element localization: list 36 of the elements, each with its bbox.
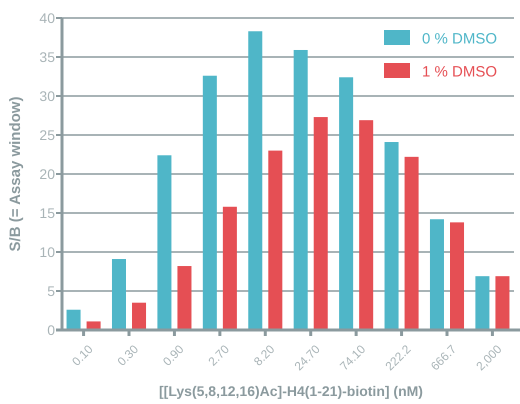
- bar: [404, 156, 419, 330]
- bar: [450, 222, 464, 330]
- bar: [495, 276, 510, 330]
- y-tick-label: 40: [39, 10, 56, 26]
- y-tick-label: 15: [39, 204, 56, 221]
- y-tick-label: 10: [39, 244, 56, 260]
- bar: [384, 142, 399, 330]
- bar: [202, 76, 217, 330]
- y-tick-label: 35: [39, 48, 56, 65]
- bar: [132, 302, 146, 330]
- y-tick-label: 5: [47, 282, 56, 299]
- bar: [430, 219, 444, 330]
- bar: [66, 310, 81, 330]
- x-tick-label: 0.30: [114, 342, 142, 369]
- y-tick-label: 25: [39, 126, 56, 143]
- x-tick-label: 8.20: [250, 342, 278, 369]
- x-tick-label: 0.10: [69, 342, 96, 369]
- bar: [268, 150, 282, 330]
- y-tick-label: 0: [47, 322, 56, 338]
- y-tick-label: 30: [39, 88, 56, 104]
- bar: [157, 155, 172, 330]
- bar: [339, 77, 354, 330]
- bar: [359, 120, 374, 330]
- legend-label: 0 % DMSO: [422, 30, 498, 48]
- bar: [248, 31, 262, 330]
- bar: [294, 50, 308, 330]
- bar: [314, 117, 328, 330]
- y-tick-label: 20: [39, 166, 56, 182]
- bar: [112, 259, 126, 330]
- bar: [475, 276, 490, 330]
- x-axis-title: [[Lys(5,8,12,16)Ac]-H4(1-21)-biotin] (nM): [159, 383, 423, 399]
- bar: [177, 266, 192, 330]
- bar: [222, 206, 237, 330]
- x-tick-label: 0.90: [160, 342, 187, 369]
- legend-label: 1 % DMSO: [422, 63, 498, 80]
- y-axis-title: S/B (= Assay window): [7, 96, 24, 252]
